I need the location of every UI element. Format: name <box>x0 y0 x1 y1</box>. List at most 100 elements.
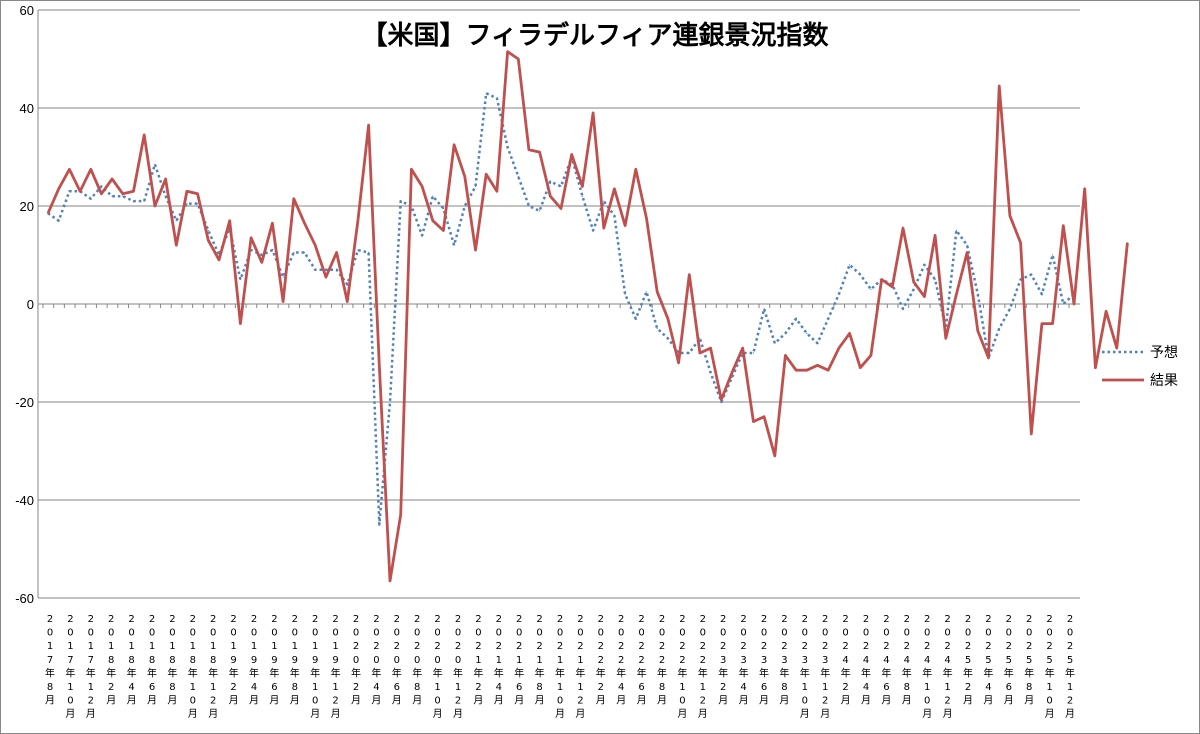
y-tick-label: 60 <box>20 3 34 18</box>
data-point <box>165 195 167 197</box>
data-point <box>261 261 263 263</box>
data-point <box>560 207 562 210</box>
data-point <box>442 207 444 210</box>
data-point <box>720 399 722 401</box>
data-point <box>560 185 562 187</box>
data-point <box>250 237 252 239</box>
data-point <box>282 301 284 303</box>
data-point <box>667 337 669 339</box>
data-point <box>282 276 284 278</box>
data-point <box>635 168 637 170</box>
data-point <box>165 178 167 180</box>
data-point <box>827 318 829 320</box>
data-point <box>966 244 968 246</box>
chart-title: 【米国】フィラデルフィア連銀景況指数 <box>362 20 830 51</box>
data-point <box>1052 254 1054 256</box>
data-point <box>1041 323 1043 325</box>
data-point <box>314 244 316 246</box>
data-point <box>849 332 851 334</box>
data-point <box>752 352 755 354</box>
data-point <box>613 188 616 190</box>
data-point <box>271 222 273 224</box>
data-point <box>987 357 990 359</box>
data-point <box>806 332 808 334</box>
data-point <box>261 254 263 256</box>
data-point <box>849 264 851 266</box>
data-point <box>378 523 380 526</box>
data-point <box>763 416 765 418</box>
data-point <box>58 188 60 190</box>
data-point <box>100 185 102 187</box>
data-point <box>368 124 370 126</box>
data-point <box>955 229 958 232</box>
y-tick-label: 20 <box>20 199 34 214</box>
data-point <box>346 301 348 303</box>
data-point <box>902 308 904 310</box>
data-point <box>442 229 444 232</box>
data-point <box>549 180 551 183</box>
data-point <box>923 296 926 298</box>
data-point <box>336 251 338 254</box>
data-point <box>581 195 584 197</box>
data-point <box>143 134 145 136</box>
data-point <box>613 215 616 217</box>
data-point <box>923 264 926 266</box>
data-point <box>357 249 359 251</box>
data-point <box>90 168 92 170</box>
data-point <box>645 217 648 219</box>
data-point <box>389 580 391 582</box>
data-point <box>325 269 327 271</box>
data-point <box>325 276 327 278</box>
data-point <box>1062 303 1064 305</box>
data-point <box>47 212 49 214</box>
data-point <box>507 51 509 53</box>
data-point <box>710 372 712 374</box>
data-point <box>58 220 60 222</box>
data-point <box>1105 310 1107 312</box>
data-point <box>186 190 188 192</box>
data-point <box>474 249 477 251</box>
data-point <box>68 190 70 192</box>
data-point <box>474 185 477 187</box>
series-lines <box>46 50 1129 583</box>
data-point <box>453 244 455 246</box>
data-point <box>1084 188 1086 190</box>
data-point <box>710 347 712 349</box>
data-point <box>314 269 316 271</box>
data-point <box>581 185 584 187</box>
data-point <box>881 278 883 281</box>
data-point <box>656 327 658 330</box>
data-point <box>239 323 241 325</box>
data-point <box>175 220 177 222</box>
data-point <box>955 293 958 295</box>
data-point <box>271 249 273 251</box>
data-point <box>731 372 733 374</box>
data-point <box>1009 308 1011 310</box>
y-tick-label: -40 <box>15 493 34 508</box>
data-point <box>774 455 776 457</box>
data-point <box>389 401 391 403</box>
data-point <box>998 327 1000 330</box>
data-point <box>624 293 626 295</box>
data-point <box>827 369 829 371</box>
